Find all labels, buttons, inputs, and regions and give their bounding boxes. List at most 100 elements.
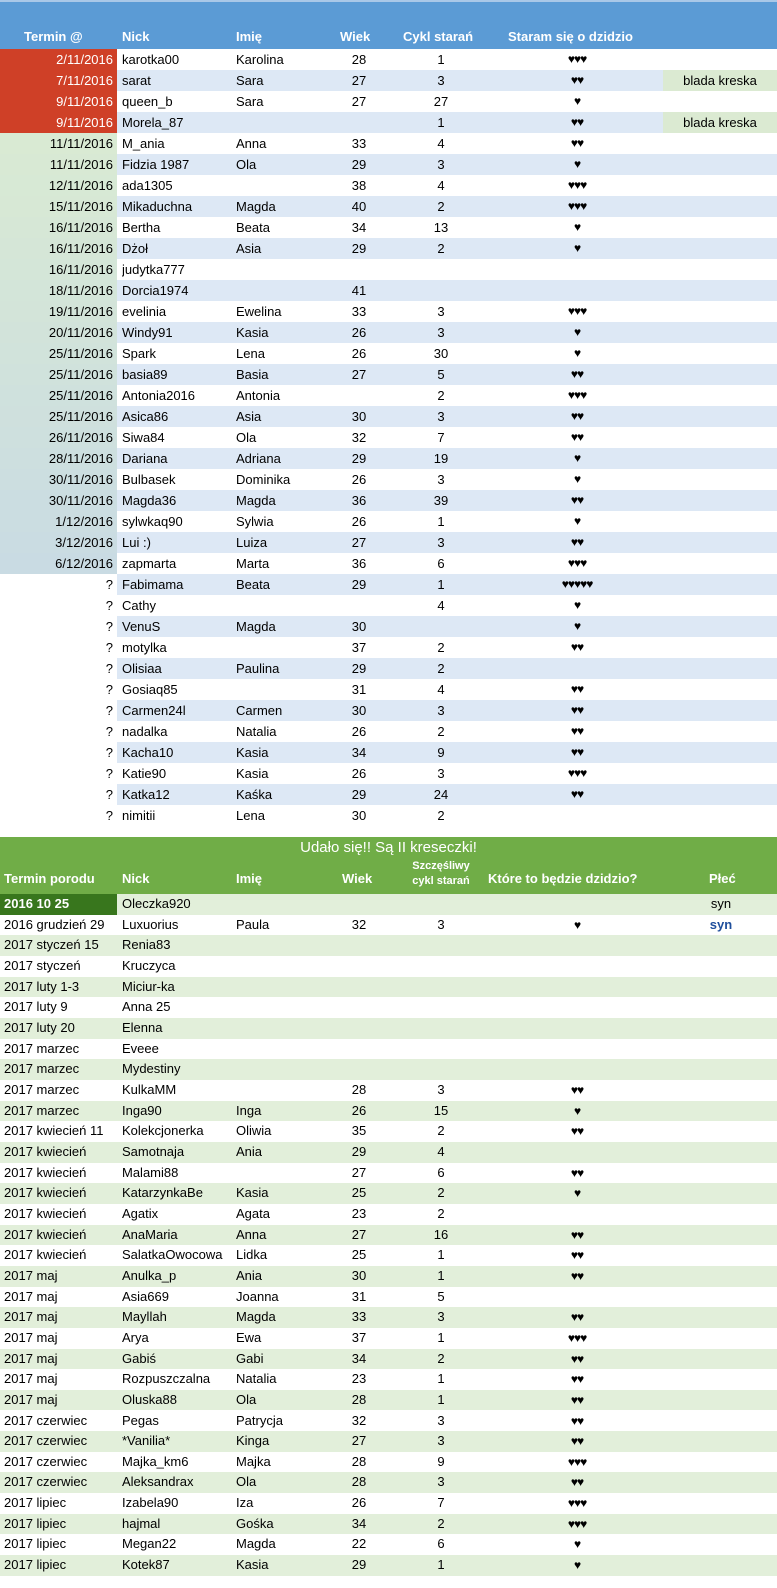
- cycle-cell: 30: [433, 346, 449, 361]
- hearts-icon: ♥♥: [570, 1082, 584, 1097]
- hearts-icon: ♥: [573, 451, 581, 465]
- table-row: ? VenuS Magda 30 ♥: [0, 616, 777, 637]
- nick-cell: Kotek87: [122, 1557, 170, 1573]
- hearts-icon: ♥♥: [570, 430, 584, 444]
- name-cell: Kasia: [236, 325, 269, 340]
- date-cell: ?: [105, 724, 113, 739]
- due-date-cell: 2017 czerwiec: [4, 1474, 88, 1490]
- header-age: Wiek: [342, 871, 373, 886]
- table-row: ? Carmen24l Carmen 30 3 ♥♥: [0, 700, 777, 721]
- nick-cell: Oleczka920: [122, 896, 191, 911]
- hearts-icon: ♥♥♥: [567, 52, 587, 66]
- cycle-cell: 1: [437, 1371, 445, 1387]
- header-cycle: Cykl starań: [403, 29, 474, 44]
- cycle-cell: 1: [437, 1329, 445, 1345]
- age-cell: 33: [351, 136, 367, 151]
- success-title: Udało się!! Są II kreseczki!: [0, 837, 777, 859]
- age-cell: 26: [351, 1102, 367, 1118]
- cycle-cell: 3: [437, 1474, 445, 1490]
- hearts-icon: ♥: [573, 619, 581, 633]
- due-date-cell: 2017 lipiec: [4, 1495, 67, 1511]
- table-row: 6/12/2016 zapmarta Marta 36 6 ♥♥♥: [0, 553, 777, 574]
- nick-cell: SalatkaOwocowa: [122, 1247, 223, 1263]
- name-cell: Luiza: [236, 535, 268, 550]
- name-cell: Paula: [236, 916, 270, 932]
- cycle-cell: 6: [437, 556, 445, 571]
- bottom-table-header: Termin porodu Nick Imię Wiek Szczęśliwy …: [0, 859, 777, 894]
- table-row: 2017 lipiec Izabela90 Iza 26 7 ♥♥♥: [0, 1493, 777, 1514]
- nick-cell: nadalka: [122, 724, 168, 739]
- name-cell: Carmen: [236, 703, 283, 718]
- table-row: 15/11/2016 Mikaduchna Magda 40 2 ♥♥♥: [0, 196, 777, 217]
- date-cell: ?: [105, 787, 113, 802]
- table-row: ? Katie90 Kasia 26 3 ♥♥♥: [0, 763, 777, 784]
- name-cell: Lena: [236, 808, 265, 823]
- hearts-icon: ♥♥: [570, 1372, 584, 1387]
- date-cell: 25/11/2016: [0, 406, 117, 427]
- nick-cell: M_ania: [122, 136, 165, 151]
- cycle-cell: 2: [437, 388, 445, 403]
- age-cell: 34: [351, 1515, 367, 1531]
- table-row: 2017 luty 1-3 Miciur-ka: [0, 976, 777, 998]
- table-row: 16/11/2016 judytka777: [0, 259, 777, 280]
- name-cell: Magda: [236, 1309, 276, 1325]
- nick-cell: sarat: [122, 73, 151, 88]
- age-cell: 33: [351, 1309, 367, 1325]
- age-cell: 30: [351, 703, 367, 718]
- table-row: 2017 maj Gabiś Gabi 34 2 ♥♥: [0, 1348, 777, 1370]
- hearts-icon: ♥: [573, 598, 581, 612]
- name-cell: Gabi: [236, 1350, 264, 1366]
- nick-cell: Fabimama: [122, 577, 184, 592]
- date-cell: 25/11/2016: [0, 343, 117, 364]
- hearts-icon: ♥♥: [570, 1165, 584, 1180]
- name-cell: Kasia: [236, 1557, 269, 1573]
- age-cell: 28: [351, 1391, 367, 1407]
- nick-cell: Megan22: [122, 1536, 177, 1552]
- table-row: ? Olisiaa Paulina 29 2: [0, 658, 777, 679]
- table-row: 2017 maj Asia669 Joanna 31 5: [0, 1286, 777, 1308]
- hearts-icon: ♥: [573, 1537, 581, 1552]
- name-cell: Basia: [236, 367, 269, 382]
- date-cell: ?: [105, 766, 113, 781]
- date-cell: ?: [105, 682, 113, 697]
- cycle-cell: 1: [437, 115, 445, 130]
- age-cell: 22: [351, 1536, 367, 1552]
- due-date-cell: 2017 marzec: [4, 1040, 80, 1056]
- table-row: 2017 kwiecień Agatix Agata 23 2: [0, 1203, 777, 1225]
- nick-cell: Izabela90: [122, 1495, 179, 1511]
- nick-cell: *Vanilia*: [122, 1433, 171, 1449]
- due-date-cell: 2017 kwiecień: [4, 1205, 87, 1221]
- hearts-icon: ♥♥: [570, 136, 584, 150]
- table-row: 7/11/2016 sarat Sara 27 3 ♥♥ blada kreska: [0, 70, 777, 91]
- cycle-cell: 3: [437, 916, 445, 932]
- note-cell: blada kreska: [663, 70, 777, 91]
- nick-cell: karotka00: [122, 52, 180, 67]
- due-date-cell: 2017 kwiecień: [4, 1247, 87, 1263]
- age-cell: 25: [351, 1185, 367, 1201]
- cycle-cell: 2: [437, 724, 445, 739]
- sex-cell: syn: [710, 896, 732, 911]
- cycle-cell: 1: [437, 514, 445, 529]
- age-cell: 29: [351, 577, 367, 592]
- hearts-icon: ♥: [573, 1186, 581, 1201]
- cycle-cell: 6: [437, 1536, 445, 1552]
- nick-cell: Dorcia1974: [122, 283, 189, 298]
- nick-cell: Elenna: [122, 1019, 163, 1035]
- table-row: 25/11/2016 basia89 Basia 27 5 ♥♥: [0, 364, 777, 385]
- nick-cell: Arya: [122, 1329, 149, 1345]
- date-cell: ?: [105, 640, 113, 655]
- age-cell: 27: [351, 367, 367, 382]
- age-cell: 26: [351, 472, 367, 487]
- table-row: ? Fabimama Beata 29 1 ♥♥♥♥♥: [0, 574, 777, 595]
- age-cell: 29: [351, 1557, 367, 1573]
- hearts-icon: ♥: [573, 241, 581, 255]
- nick-cell: Magda36: [122, 493, 177, 508]
- age-cell: 37: [351, 1329, 367, 1345]
- name-cell: Kasia: [236, 745, 269, 760]
- due-date-cell: 2016 10 25: [0, 894, 117, 915]
- cycle-cell: 5: [437, 1288, 445, 1304]
- name-cell: Lidka: [236, 1247, 268, 1263]
- due-date-cell: 2017 styczeń: [4, 957, 81, 973]
- age-cell: 26: [351, 346, 367, 361]
- due-date-cell: 2017 marzec: [4, 1102, 80, 1118]
